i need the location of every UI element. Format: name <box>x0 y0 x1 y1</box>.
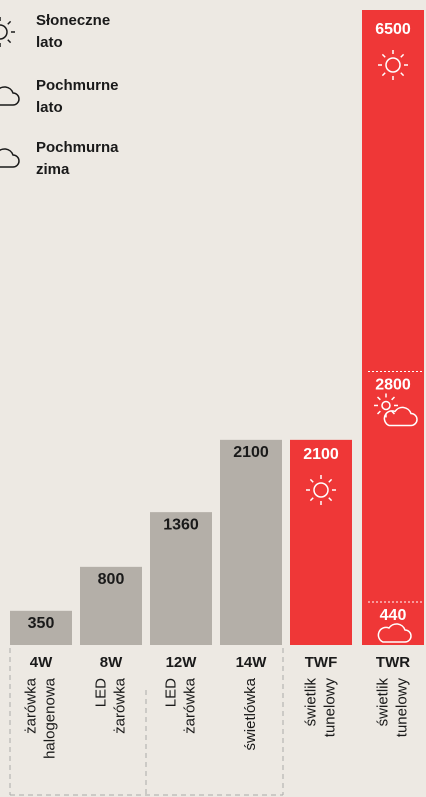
category-label: 4W <box>30 654 53 671</box>
category-description: LED <box>92 678 109 707</box>
sun-ray <box>328 478 333 483</box>
legend-label: lato <box>36 99 63 116</box>
category-description: świetlówka <box>242 677 259 750</box>
category-description: żarówka <box>181 677 198 734</box>
sun-core <box>381 400 391 411</box>
category-label: 12W <box>166 654 198 671</box>
sun-core <box>0 24 8 40</box>
sun-icon <box>0 17 15 47</box>
level-label: 440 <box>380 607 407 624</box>
category-description: LED <box>162 678 179 707</box>
bar <box>150 512 212 645</box>
category-label: TWR <box>376 654 410 671</box>
sun-icon <box>306 475 336 505</box>
sun-ray <box>376 410 381 415</box>
bar <box>362 10 424 645</box>
cloud-icon <box>0 86 20 106</box>
legend-label: Pochmurne <box>36 77 119 94</box>
legend-label: Słoneczne <box>36 12 110 29</box>
category-description: świetlik <box>374 678 391 727</box>
sun-ray <box>309 497 314 502</box>
cloud-icon <box>383 406 418 427</box>
sun-core <box>313 482 329 498</box>
category-description: świetlik <box>302 678 319 727</box>
bar <box>220 439 282 645</box>
category-description: żarówka <box>22 677 39 734</box>
value-label: 2100 <box>303 446 339 463</box>
value-label: 350 <box>28 615 55 632</box>
category-description: tunelowy <box>321 678 338 738</box>
value-label: 1360 <box>163 516 199 533</box>
value-label: 800 <box>98 571 125 588</box>
category-label: 14W <box>236 654 268 671</box>
bar <box>290 439 352 645</box>
sun-ray <box>400 53 405 58</box>
sun-icon <box>378 50 408 80</box>
sun-icon <box>374 393 398 418</box>
label-frame <box>9 648 284 796</box>
value-label: 2100 <box>233 444 269 461</box>
value-label: 6500 <box>375 21 411 38</box>
sun-core <box>385 57 401 73</box>
category-label: 8W <box>100 654 123 671</box>
bar <box>10 610 72 645</box>
sun-ray <box>7 39 12 44</box>
category-description: żarówka <box>111 677 128 734</box>
sun-ray <box>309 478 314 483</box>
legend-label: Pochmurna <box>36 139 119 156</box>
legend-label: zima <box>36 161 70 178</box>
sun-ray <box>391 410 396 415</box>
sun-ray <box>391 396 396 401</box>
sun-ray <box>400 72 405 77</box>
category-description: tunelowy <box>393 678 410 738</box>
sun-ray <box>381 72 386 77</box>
sun-ray <box>381 53 386 58</box>
cloud-icon <box>0 148 20 168</box>
cloud-icon <box>377 623 412 643</box>
legend-label: lato <box>36 34 63 51</box>
level-label: 2800 <box>375 377 411 394</box>
sun-ray <box>376 396 381 401</box>
sun-ray <box>328 497 333 502</box>
category-description: halogenowa <box>41 677 58 759</box>
category-label: TWF <box>305 654 337 671</box>
sun-ray <box>7 20 12 25</box>
bar <box>80 566 142 645</box>
